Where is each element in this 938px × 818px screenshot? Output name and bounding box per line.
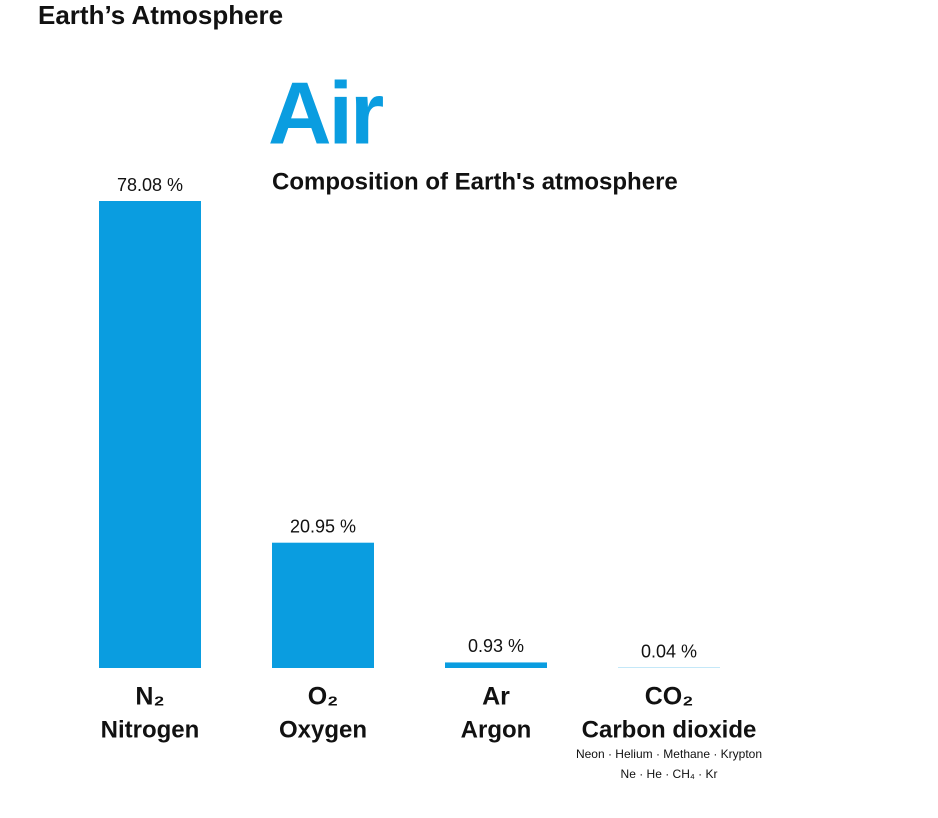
value-label: 0.93 % — [468, 636, 524, 656]
category-formula: N₂ — [135, 683, 164, 711]
category-name: Carbon dioxide — [582, 716, 757, 743]
value-label: 20.95 % — [290, 516, 356, 536]
value-label: 0.04 % — [641, 642, 697, 662]
category-formula: Ar — [482, 683, 510, 711]
category-name: Nitrogen — [101, 716, 200, 743]
bar — [99, 201, 201, 668]
page-title: Earth’s Atmosphere — [38, 0, 283, 30]
category-name: Oxygen — [279, 716, 367, 743]
value-label: 78.08 % — [117, 175, 183, 195]
annotation: Ne · He · CH₄ · Kr — [621, 767, 718, 781]
annotation: Neon · Helium · Methane · Krypton — [576, 747, 762, 761]
bar — [272, 542, 374, 668]
category-formula: O₂ — [308, 683, 339, 711]
category-name: Argon — [461, 716, 532, 743]
bar — [445, 662, 547, 668]
chart-title: Air — [268, 63, 383, 162]
category-formula: CO₂ — [645, 683, 694, 711]
chart-subtitle: Composition of Earth's atmosphere — [272, 168, 678, 195]
